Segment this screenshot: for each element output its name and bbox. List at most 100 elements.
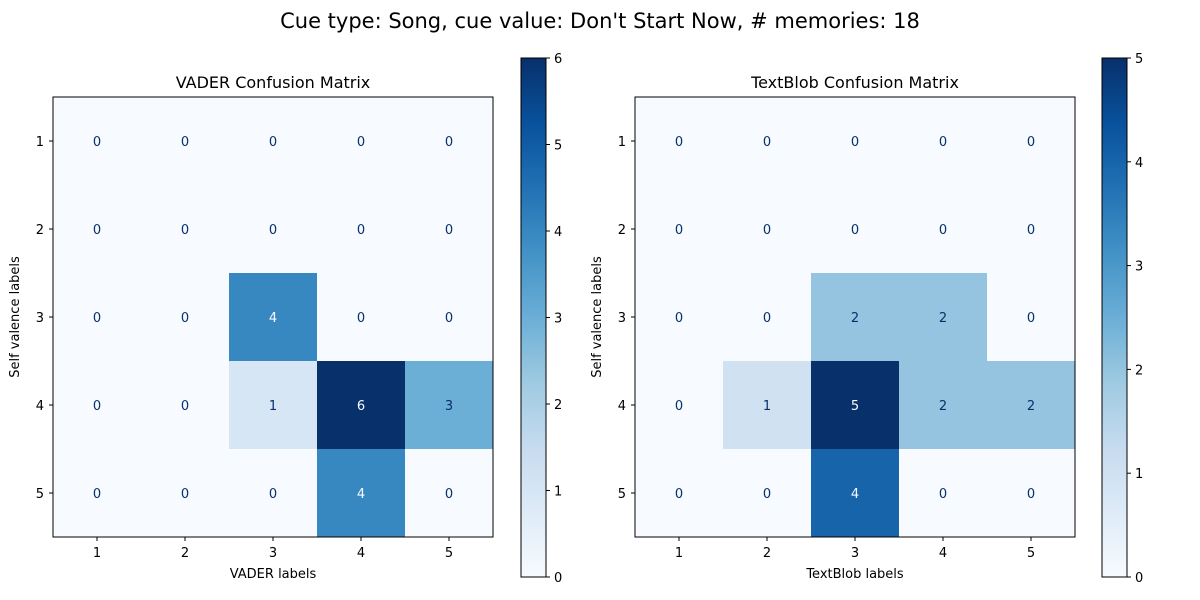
cell-value-label: 1 <box>763 399 771 414</box>
cell-value-label: 0 <box>675 135 683 150</box>
cell-value-label: 0 <box>93 135 101 150</box>
cell-value-label: 2 <box>1027 399 1035 414</box>
heatmap-cell <box>53 361 142 450</box>
heatmap-cell <box>53 273 142 362</box>
cell-value-label: 0 <box>93 487 101 502</box>
heatmap-cell <box>229 273 318 362</box>
cell-value-label: 0 <box>269 223 277 238</box>
heatmap-cell <box>141 361 230 450</box>
heatmap-cell <box>317 273 406 362</box>
vader-ylabel: Self valence labels <box>8 256 23 378</box>
colorbar-tick-label: 0 <box>1135 571 1143 586</box>
y-tick-label: 3 <box>36 311 44 326</box>
colorbar-tick-label: 4 <box>554 225 562 240</box>
heatmap-cell <box>723 185 812 274</box>
cell-value-label: 0 <box>1027 135 1035 150</box>
vader-xlabel: VADER labels <box>230 567 317 582</box>
x-tick-label: 5 <box>1027 546 1035 561</box>
textblob-title: TextBlob Confusion Matrix <box>750 73 959 92</box>
cell-value-label: 5 <box>851 399 859 414</box>
cell-value-label: 0 <box>939 223 947 238</box>
heatmap-cell <box>899 273 988 362</box>
colorbar-tick-label: 2 <box>1135 363 1143 378</box>
cell-value-label: 0 <box>181 135 189 150</box>
heatmap-cell <box>899 185 988 274</box>
cell-value-label: 6 <box>357 399 365 414</box>
heatmap-cell <box>635 361 724 450</box>
heatmap-cell <box>141 97 230 186</box>
cell-value-label: 4 <box>269 311 277 326</box>
cell-value-label: 0 <box>357 135 365 150</box>
colorbar-tick-label: 1 <box>1135 467 1143 482</box>
heatmap-cell <box>899 449 988 538</box>
cell-value-label: 0 <box>675 311 683 326</box>
heatmap-cell <box>987 97 1076 186</box>
cell-value-label: 0 <box>1027 223 1035 238</box>
cell-value-label: 0 <box>269 135 277 150</box>
heatmap-cell <box>723 273 812 362</box>
heatmap-cell <box>53 185 142 274</box>
heatmap-cell <box>229 449 318 538</box>
colorbar-tick-label: 3 <box>1135 260 1143 275</box>
cell-value-label: 0 <box>763 223 771 238</box>
cell-value-label: 4 <box>851 487 859 502</box>
heatmap-cell <box>811 273 900 362</box>
cell-value-label: 0 <box>939 487 947 502</box>
cell-value-label: 0 <box>675 399 683 414</box>
heatmap-cell <box>405 97 494 186</box>
heatmap-cell <box>53 97 142 186</box>
cell-value-label: 0 <box>763 135 771 150</box>
cell-value-label: 0 <box>675 223 683 238</box>
heatmap-cell <box>317 97 406 186</box>
heatmap-cell <box>141 185 230 274</box>
vader-colorbar <box>520 57 547 578</box>
colorbar-tick-label: 4 <box>1135 156 1143 171</box>
cell-value-label: 0 <box>851 223 859 238</box>
heatmap-cell <box>635 185 724 274</box>
heatmap-cell <box>811 97 900 186</box>
x-tick-label: 5 <box>445 546 453 561</box>
heatmap-cell <box>405 449 494 538</box>
x-tick-label: 1 <box>675 546 683 561</box>
heatmap-cell <box>987 273 1076 362</box>
cell-value-label: 0 <box>1027 487 1035 502</box>
heatmap-cell <box>317 361 406 450</box>
heatmap-cell <box>811 185 900 274</box>
textblob-xlabel: TextBlob labels <box>805 567 904 582</box>
heatmap-cell <box>141 449 230 538</box>
heatmap-cell <box>141 273 230 362</box>
y-tick-label: 4 <box>618 399 626 414</box>
x-tick-label: 1 <box>93 546 101 561</box>
colorbar-tick-label: 0 <box>554 571 562 586</box>
y-tick-label: 2 <box>618 223 626 238</box>
heatmap-cell <box>229 185 318 274</box>
cell-value-label: 0 <box>93 311 101 326</box>
cell-value-label: 0 <box>181 311 189 326</box>
heatmap-cell <box>317 449 406 538</box>
cell-value-label: 0 <box>181 399 189 414</box>
x-tick-label: 2 <box>763 546 771 561</box>
heatmap-cell <box>53 449 142 538</box>
cell-value-label: 0 <box>763 487 771 502</box>
cell-value-label: 0 <box>93 223 101 238</box>
cell-value-label: 0 <box>181 223 189 238</box>
textblob-colorbar <box>1101 57 1128 578</box>
cell-value-label: 3 <box>445 399 453 414</box>
vader-panel: VADER Confusion Matrix 0 0 0 0 0 0 0 0 0 0 0 0 4 0 0 0 0 1… <box>8 52 562 586</box>
colorbar-tick-label: 6 <box>554 52 562 67</box>
x-tick-label: 3 <box>851 546 859 561</box>
textblob-ylabel: Self valence labels <box>590 256 605 378</box>
cell-value-label: 0 <box>851 135 859 150</box>
cell-value-label: 0 <box>675 487 683 502</box>
x-tick-label: 4 <box>939 546 947 561</box>
y-tick-label: 5 <box>36 487 44 502</box>
cell-value-label: 0 <box>269 487 277 502</box>
cell-value-label: 0 <box>357 311 365 326</box>
cell-value-label: 0 <box>445 223 453 238</box>
heatmap-cell <box>635 97 724 186</box>
cell-value-label: 0 <box>939 135 947 150</box>
colorbar-tick-label: 2 <box>554 398 562 413</box>
heatmap-cell <box>899 97 988 186</box>
cell-value-label: 1 <box>269 399 277 414</box>
heatmap-cell <box>405 273 494 362</box>
